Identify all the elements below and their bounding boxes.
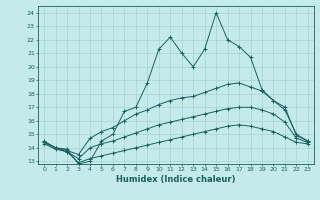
X-axis label: Humidex (Indice chaleur): Humidex (Indice chaleur)	[116, 175, 236, 184]
